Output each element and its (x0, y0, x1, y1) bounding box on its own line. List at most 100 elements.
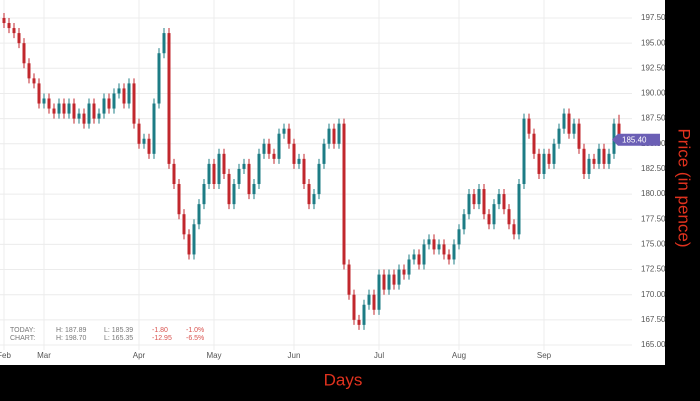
candle-body (117, 88, 121, 94)
candle-body (22, 43, 26, 64)
candle-body (87, 103, 91, 124)
y-tick-label: 182.50 (641, 164, 666, 173)
y-tick-label: 177.50 (641, 214, 666, 223)
candle-body (557, 128, 561, 144)
y-tick-label: 197.50 (641, 13, 666, 22)
candle-body (7, 23, 11, 29)
candle-body (512, 224, 516, 235)
candle-body (102, 98, 106, 114)
candle-body (137, 123, 141, 144)
y-tick-label: 167.50 (641, 315, 666, 324)
candle-body (427, 239, 431, 245)
candle-body (172, 163, 176, 185)
candle-body (477, 189, 481, 205)
candle-body (467, 194, 471, 215)
candle-body (207, 163, 211, 185)
candle-body (607, 153, 611, 164)
y-tick-label: 192.50 (641, 63, 666, 72)
candle-body (182, 214, 186, 235)
candle-body (242, 163, 246, 169)
candle-body (197, 204, 201, 225)
candle-body (67, 103, 71, 114)
candle-body (217, 153, 221, 185)
candle-body (262, 143, 266, 154)
candle-body (377, 274, 381, 310)
candle-body (252, 184, 256, 195)
candle-body (457, 229, 461, 245)
candle-body (277, 133, 281, 159)
y-tick-label: 165.00 (641, 340, 666, 349)
candle-body (97, 113, 101, 119)
candle-body (562, 113, 566, 129)
candle-body (187, 234, 191, 255)
candle-body (447, 254, 451, 260)
candle-body (502, 194, 506, 210)
candle-body (592, 158, 596, 164)
candle-body (422, 244, 426, 265)
x-tick-label: May (206, 351, 221, 360)
candle-body (472, 194, 476, 205)
summary-high: H: 187.89 (56, 327, 86, 334)
candle-body (302, 158, 306, 185)
y-tick-label: 187.50 (641, 114, 666, 123)
candle-body (402, 269, 406, 275)
summary-label: CHART: (10, 335, 35, 342)
candle-body (317, 163, 321, 195)
y-axis-title: Price (in pence) (675, 128, 694, 247)
candle-body (542, 153, 546, 174)
summary-percent: -1.0% (186, 327, 204, 334)
plot-background (0, 0, 665, 365)
candle-body (287, 128, 291, 144)
candle-body (587, 158, 591, 174)
x-tick-label: Jul (374, 351, 384, 360)
candle-body (212, 163, 216, 185)
y-tick-label: 190.00 (641, 89, 666, 98)
x-tick-label: Apr (133, 351, 146, 360)
last-price-badge (612, 133, 660, 146)
candle-body (337, 123, 341, 144)
candle-body (2, 18, 6, 24)
candle-body (27, 63, 31, 79)
candle-body (77, 113, 81, 119)
y-tick-label: 172.50 (641, 265, 666, 274)
candle-body (42, 98, 46, 104)
candle-body (417, 254, 421, 265)
candle-body (272, 153, 276, 159)
candle-body (297, 158, 301, 164)
y-tick-label: 195.00 (641, 38, 666, 47)
candle-body (52, 108, 56, 114)
summary-change: -12.95 (152, 335, 172, 342)
candle-body (442, 244, 446, 255)
candle-body (452, 244, 456, 260)
y-tick-label: 170.00 (641, 290, 666, 299)
candle-body (177, 184, 181, 215)
candle-body (547, 153, 551, 164)
summary-low: L: 185.39 (104, 327, 133, 334)
candle-body (437, 244, 441, 250)
candle-body (552, 143, 556, 164)
candle-body (267, 143, 271, 154)
candle-body (497, 194, 501, 205)
candle-body (92, 103, 96, 119)
candle-body (357, 319, 361, 325)
candle-body (327, 128, 331, 144)
candle-body (227, 173, 231, 205)
candle-body (47, 98, 51, 109)
candle-body (347, 264, 351, 295)
candle-body (132, 83, 136, 124)
candle-body (522, 118, 526, 185)
candle-body (527, 118, 531, 134)
x-tick-label: Feb (0, 351, 11, 360)
candle-body (127, 83, 131, 104)
candle-body (567, 113, 571, 134)
candle-body (237, 168, 241, 185)
candle-body (202, 184, 206, 205)
candle-body (487, 214, 491, 225)
candle-body (222, 153, 226, 174)
candle-body (352, 294, 356, 320)
candle-body (257, 153, 261, 185)
summary-low: L: 165.35 (104, 335, 133, 342)
candle-body (72, 103, 76, 119)
candle-body (532, 133, 536, 154)
candle-body (462, 214, 466, 230)
